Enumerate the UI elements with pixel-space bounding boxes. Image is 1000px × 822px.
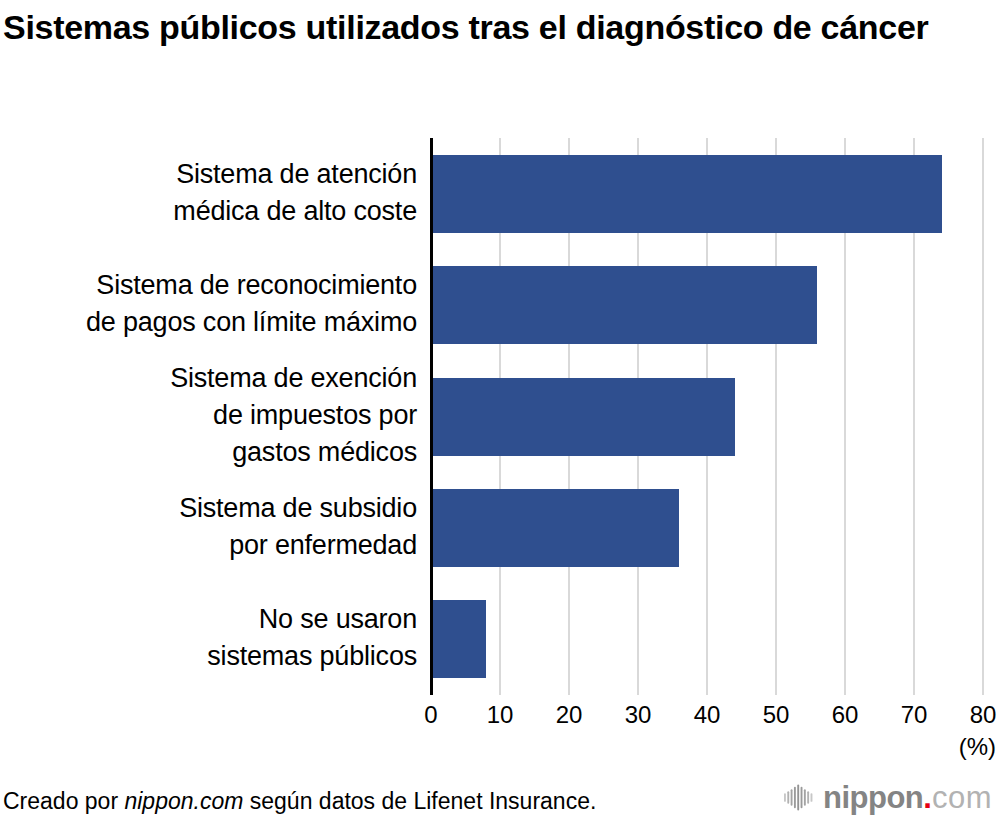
x-tick-label-80: 80 <box>970 701 997 729</box>
category-label-2: Sistema de exención de impuestos por gasto… <box>0 360 417 471</box>
category-label-line: de impuestos por <box>213 400 417 430</box>
gridline-x-80 <box>982 138 984 695</box>
logo-dot: . <box>923 780 932 815</box>
x-tick-label-10: 10 <box>487 701 514 729</box>
soundwave-bar <box>794 787 796 808</box>
x-tick-label-30: 30 <box>625 701 652 729</box>
soundwave-bar <box>791 789 793 806</box>
category-label-line: por enfermedad <box>229 530 417 560</box>
category-label-line: Sistema de subsidio <box>179 493 417 523</box>
source-attribution: Creado por nippon.com según datos de Lif… <box>3 788 596 815</box>
soundwave-bar <box>801 787 803 808</box>
category-label-line: de pagos con límite máximo <box>86 307 417 337</box>
chart-figure: Sistemas públicos utilizados tras el dia… <box>0 0 1000 822</box>
soundwave-bar <box>811 793 813 802</box>
category-label-line: No se usaron <box>259 604 417 634</box>
bar-4 <box>431 600 486 678</box>
nippon-logo-text: nippon.com <box>823 781 992 815</box>
soundwave-bar <box>784 793 786 802</box>
chart-title: Sistemas públicos utilizados tras el dia… <box>3 6 948 50</box>
category-label-line: Sistema de atención <box>176 159 417 189</box>
soundwave-bar <box>797 784 799 810</box>
source-prefix: Creado por <box>3 788 124 814</box>
category-label-line: médica de alto coste <box>173 196 417 226</box>
bar-0 <box>431 155 942 233</box>
category-label-0: Sistema de atención médica de alto coste <box>0 156 417 230</box>
bar-1 <box>431 266 817 344</box>
category-label-line: sistemas públicos <box>207 641 417 671</box>
category-label-1: Sistema de reconocimiento de pagos con lí… <box>0 267 417 341</box>
category-label-3: Sistema de subsidio por enfermedad <box>0 490 417 564</box>
category-label-line: gastos médicos <box>232 437 417 467</box>
y-axis-line <box>430 138 433 695</box>
bar-2 <box>431 378 735 456</box>
x-tick-label-60: 60 <box>832 701 859 729</box>
logo-brand: nippon <box>823 780 923 815</box>
soundwave-icon <box>784 780 814 815</box>
soundwave-bar <box>804 789 806 806</box>
category-label-line: Sistema de exención <box>170 363 417 393</box>
x-tick-label-0: 0 <box>424 701 437 729</box>
nippon-logo: nippon.com <box>784 780 992 815</box>
x-tick-label-70: 70 <box>901 701 928 729</box>
source-site: nippon.com <box>124 788 243 814</box>
soundwave-bar <box>807 791 809 804</box>
x-tick-label-50: 50 <box>763 701 790 729</box>
x-axis-unit-label: (%) <box>959 733 996 761</box>
bar-3 <box>431 489 679 567</box>
soundwave-bar <box>787 791 789 804</box>
x-tick-label-20: 20 <box>556 701 583 729</box>
source-suffix: según datos de Lifenet Insurance. <box>243 788 596 814</box>
category-label-line: Sistema de reconocimiento <box>96 270 417 300</box>
logo-tld: com <box>932 780 992 815</box>
x-tick-label-40: 40 <box>694 701 721 729</box>
plot-area <box>431 138 983 695</box>
category-label-4: No se usaron sistemas públicos <box>0 601 417 675</box>
